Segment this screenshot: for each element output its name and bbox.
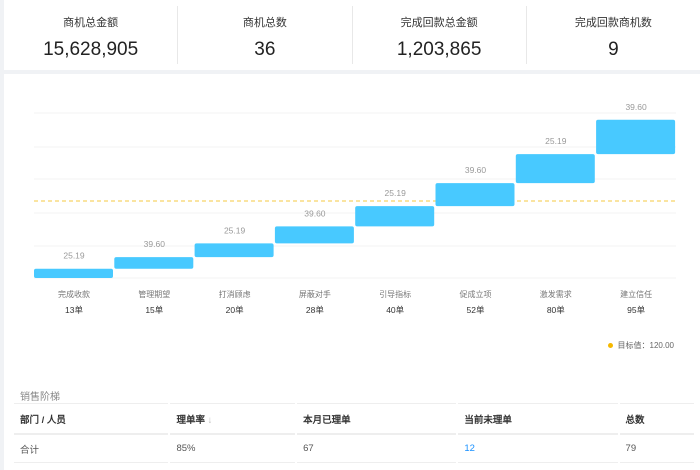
- cell-done: 67: [297, 435, 457, 463]
- count-label: 15单: [145, 305, 163, 315]
- bar: [355, 206, 435, 227]
- stat-value: 9: [608, 39, 619, 60]
- stat-label: 完成回款总金额: [400, 17, 478, 29]
- stat-value: 15,628,905: [43, 39, 139, 60]
- sales-table: 部门 / 人员 理单率 ↓ 本月已理单 当前未理单 总数 合计 85% 67 1…: [12, 403, 696, 463]
- count-label: 52单: [467, 305, 485, 315]
- bar: [435, 183, 515, 207]
- count-label: 95单: [627, 305, 645, 315]
- value-label: 39.60: [304, 208, 326, 218]
- category-label: 管理期望: [138, 289, 170, 299]
- count-label: 80单: [547, 305, 565, 315]
- bar: [274, 226, 354, 244]
- value-label: 25.19: [63, 251, 85, 261]
- cell-dept: 合计: [14, 435, 169, 463]
- category-label: 促成立项: [460, 289, 492, 299]
- stat-value: 36: [254, 39, 276, 60]
- target-dot-icon: [607, 343, 613, 349]
- sort-down-icon[interactable]: ↓: [207, 414, 213, 426]
- value-label: 25.19: [385, 188, 407, 198]
- category-label: 屏蔽对手: [299, 289, 331, 299]
- section-title: 销售阶梯: [20, 392, 60, 403]
- cell-rate: 85%: [170, 435, 296, 463]
- value-label: 39.60: [144, 239, 166, 249]
- count-label: 13单: [65, 305, 83, 315]
- category-label: 激发需求: [540, 289, 572, 299]
- bar: [34, 268, 113, 278]
- count-label: 20单: [226, 305, 244, 315]
- chart-panel: 25.19 完成收款 13单 39.60 管理期望 15单 25.19 打消顾虑 20单 39.6…: [4, 74, 700, 470]
- table-row: 合计 85% 67 12 79: [14, 435, 694, 463]
- value-label: 39.60: [465, 165, 487, 175]
- stats-bar: 商机总金额 15,628,905 商机总数 36 完成回款总金额 1,203,865 …: [4, 0, 700, 70]
- target-legend: 目标值：120.00: [607, 340, 674, 351]
- col-done[interactable]: 本月已理单: [297, 403, 457, 435]
- category-label: 完成收款: [58, 289, 90, 299]
- bar: [194, 243, 274, 258]
- stair-chart: 25.19 完成收款 13单 39.60 管理期望 15单 25.19 打消顾虑 20单 39.6…: [34, 102, 676, 315]
- col-rate-label: 理单率: [176, 414, 205, 426]
- cell-pending-link[interactable]: 12: [458, 435, 618, 463]
- bar: [515, 154, 595, 184]
- col-total[interactable]: 总数: [619, 403, 694, 435]
- value-label: 25.19: [224, 225, 246, 235]
- cell-total: 79: [619, 435, 694, 463]
- count-label: 40单: [386, 305, 404, 315]
- category-label: 引导指标: [379, 289, 411, 299]
- bar: [114, 257, 194, 269]
- value-label: 39.60: [625, 102, 647, 112]
- stat-label: 商机总数: [242, 17, 287, 29]
- stat-opportunity-count: 商机总数 36: [178, 6, 353, 64]
- stat-opportunity-amount: 商机总金额 15,628,905: [4, 6, 179, 64]
- stat-payment-count: 完成回款商机数 9: [527, 6, 700, 64]
- stat-payment-amount: 完成回款总金额 1,203,865: [353, 6, 527, 64]
- stat-label: 商机总金额: [63, 17, 119, 29]
- stat-value: 1,203,865: [396, 39, 482, 60]
- col-pending[interactable]: 当前未理单: [458, 403, 618, 435]
- col-dept[interactable]: 部门 / 人员: [14, 403, 169, 435]
- bar: [596, 119, 676, 155]
- category-label: 建立信任: [620, 289, 652, 299]
- target-label: 目标值：120.00: [617, 341, 674, 350]
- value-label: 25.19: [545, 136, 567, 146]
- count-label: 28单: [306, 305, 324, 315]
- col-rate[interactable]: 理单率 ↓: [170, 403, 296, 435]
- category-label: 打消顾虑: [219, 289, 251, 299]
- stat-label: 完成回款商机数: [574, 17, 652, 29]
